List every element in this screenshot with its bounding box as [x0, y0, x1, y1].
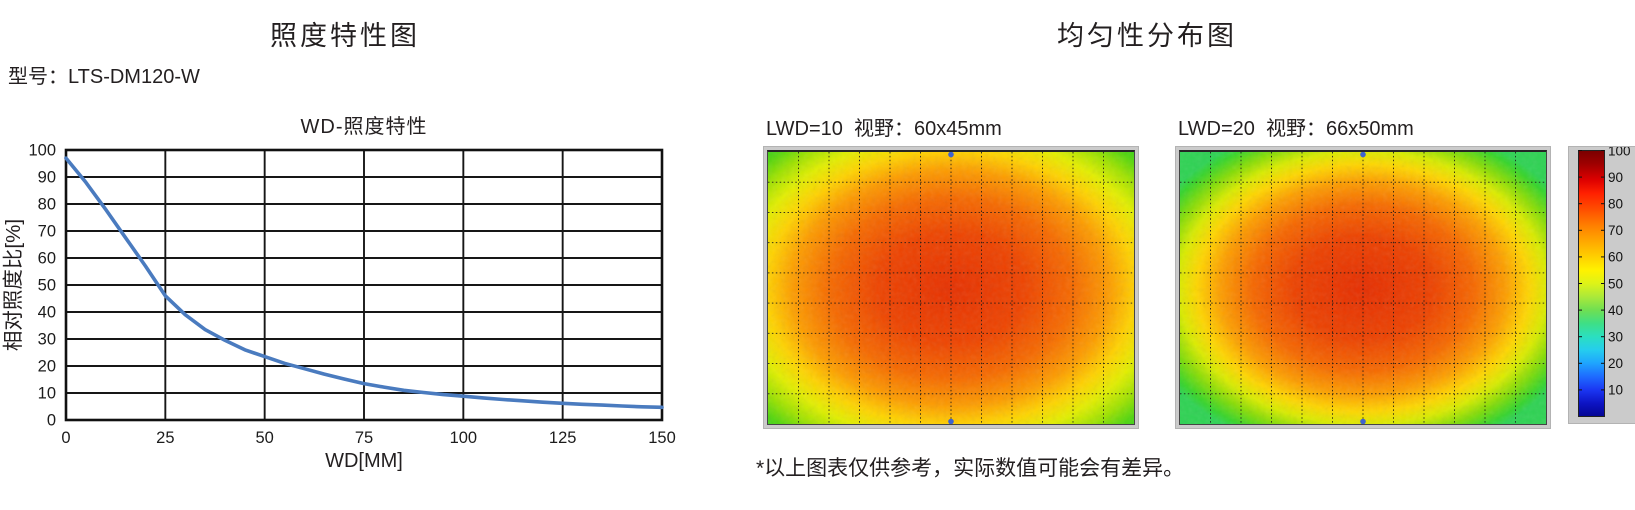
- svg-text:60: 60: [38, 250, 56, 268]
- plot-grid: [65, 149, 663, 421]
- top-handle-marker-icon: [1360, 152, 1366, 158]
- bottom-handle-marker-icon: [1360, 418, 1366, 424]
- wd-chart-title: WD-照度特性: [300, 116, 428, 138]
- svg-text:90: 90: [38, 169, 56, 187]
- svg-text:80: 80: [38, 196, 56, 214]
- svg-text:40: 40: [38, 304, 56, 322]
- svg-text:10: 10: [1608, 383, 1623, 398]
- heatmap-grid: [768, 152, 1134, 424]
- svg-text:25: 25: [156, 429, 174, 447]
- x-axis-label: WD[MM]: [325, 450, 403, 472]
- illuminance-section-title: 照度特性图: [270, 21, 420, 51]
- plot-frame: [64, 148, 664, 422]
- svg-text:50: 50: [1608, 276, 1623, 291]
- model-label: 型号：LTS-DM120-W: [8, 66, 200, 88]
- illuminance-curve: [64, 156, 664, 410]
- svg-text:100: 100: [450, 429, 478, 447]
- svg-text:0: 0: [47, 412, 56, 430]
- svg-text:40: 40: [1608, 303, 1623, 318]
- heatmap-lwd10-caption: LWD=10 视野：60x45mm: [766, 118, 1002, 140]
- svg-text:75: 75: [355, 429, 373, 447]
- svg-text:10: 10: [38, 385, 56, 403]
- heatmap-lwd20-caption: LWD=20 视野：66x50mm: [1178, 118, 1414, 140]
- svg-text:30: 30: [1608, 330, 1623, 345]
- svg-text:90: 90: [1608, 170, 1623, 185]
- heatmap-lwd20: [1175, 146, 1551, 429]
- heatmap-lwd10: [763, 146, 1139, 429]
- heatmap-grid: [1180, 152, 1546, 424]
- svg-text:50: 50: [255, 429, 273, 447]
- uniformity-section-title: 均匀性分布图: [1057, 21, 1237, 51]
- svg-text:60: 60: [1608, 250, 1623, 265]
- svg-text:100: 100: [1608, 147, 1631, 158]
- colorbar: 100 90 80 70 60 50 40 30 20 10: [1568, 146, 1635, 424]
- colorbar-gradient: [1578, 150, 1605, 417]
- svg-text:70: 70: [1608, 223, 1623, 238]
- svg-text:150: 150: [648, 429, 676, 447]
- svg-text:20: 20: [1608, 356, 1623, 371]
- colorbar-scale: 100 90 80 70 60 50 40 30 20 10: [1578, 147, 1631, 417]
- svg-text:0: 0: [61, 429, 70, 447]
- svg-text:30: 30: [38, 331, 56, 349]
- wd-line-chart: 0 10 20 30 40 50 60 70 80 90 100 0 25 50 75 100 125 150 WD…: [2, 142, 676, 473]
- bottom-handle-marker-icon: [948, 418, 954, 424]
- heatmap-lwd10-plot: [767, 150, 1135, 425]
- footnote: *以上图表仅供参考，实际数值可能会有差异。: [756, 457, 1185, 480]
- svg-text:20: 20: [38, 358, 56, 376]
- svg-text:80: 80: [1608, 197, 1623, 212]
- svg-text:100: 100: [28, 142, 56, 160]
- svg-text:50: 50: [38, 277, 56, 295]
- svg-text:125: 125: [549, 429, 577, 447]
- top-handle-marker-icon: [948, 152, 954, 158]
- heatmap-lwd20-plot: [1179, 150, 1547, 425]
- svg-text:70: 70: [38, 223, 56, 241]
- y-axis-label: 相对照度比[%]: [2, 219, 25, 351]
